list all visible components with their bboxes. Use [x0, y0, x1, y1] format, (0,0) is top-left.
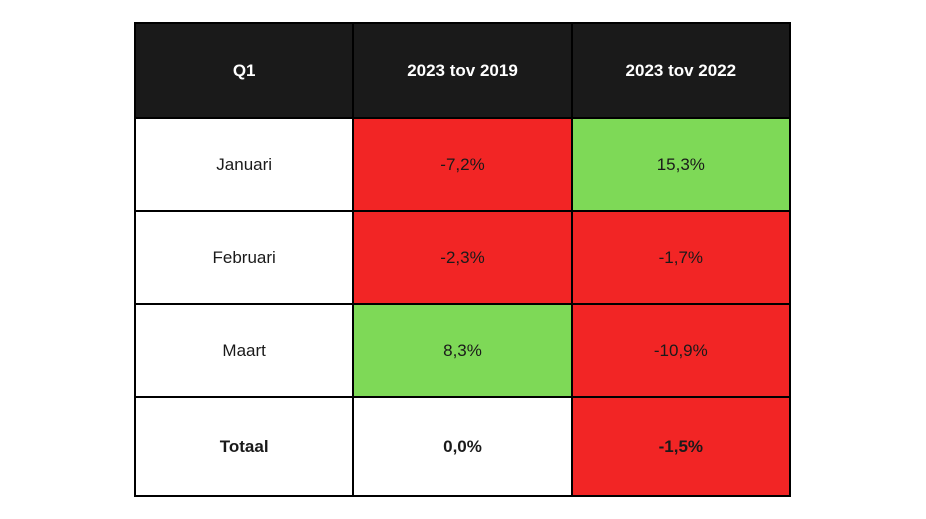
value-cell: -1,7%	[570, 210, 792, 305]
header-row: Q1 2023 tov 2019 2023 tov 2022	[133, 22, 792, 119]
value-cell: -10,9%	[570, 303, 792, 398]
value-cell: 15,3%	[570, 117, 792, 212]
comparison-table: Q1 2023 tov 2019 2023 tov 2022 Januari -…	[133, 22, 792, 497]
header-cell-2023-tov-2019: 2023 tov 2019	[352, 22, 573, 119]
table-header: Q1 2023 tov 2019 2023 tov 2022	[133, 22, 792, 119]
value-cell-total: -1,5%	[570, 396, 792, 497]
value-cell: -7,2%	[352, 117, 573, 212]
comparison-table-container: Q1 2023 tov 2019 2023 tov 2022 Januari -…	[133, 22, 792, 497]
row-label-total: Totaal	[133, 396, 355, 497]
header-cell-q1: Q1	[133, 22, 355, 119]
value-cell: 8,3%	[352, 303, 573, 398]
row-label: Maart	[133, 303, 355, 398]
value-cell: -2,3%	[352, 210, 573, 305]
table-row-totaal: Totaal 0,0% -1,5%	[133, 396, 792, 497]
table-body: Januari -7,2% 15,3% Februari -2,3% -1,7%…	[133, 117, 792, 497]
table-row-maart: Maart 8,3% -10,9%	[133, 303, 792, 398]
header-cell-2023-tov-2022: 2023 tov 2022	[570, 22, 792, 119]
table-row-januari: Januari -7,2% 15,3%	[133, 117, 792, 212]
row-label: Januari	[133, 117, 355, 212]
table-row-februari: Februari -2,3% -1,7%	[133, 210, 792, 305]
row-label: Februari	[133, 210, 355, 305]
value-cell-total: 0,0%	[352, 396, 573, 497]
